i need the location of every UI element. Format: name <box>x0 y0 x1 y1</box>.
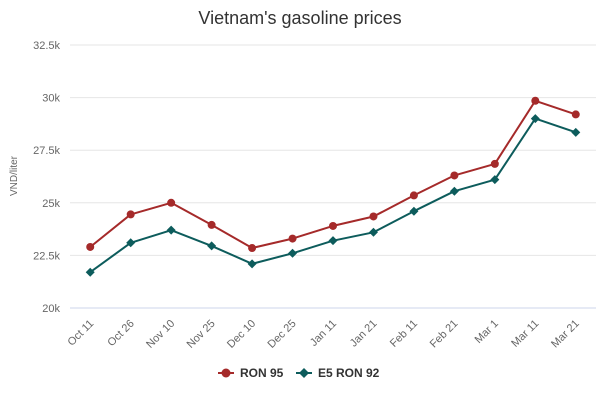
data-point[interactable] <box>207 241 217 251</box>
data-point[interactable] <box>490 175 500 185</box>
data-point[interactable] <box>450 171 459 180</box>
data-point[interactable] <box>207 220 216 229</box>
data-point[interactable] <box>409 206 419 216</box>
x-tick-label: Feb 21 <box>428 318 461 351</box>
data-point[interactable] <box>328 236 338 246</box>
legend-marker <box>299 368 309 378</box>
data-point[interactable] <box>126 210 135 219</box>
data-point[interactable] <box>247 259 257 269</box>
data-point[interactable] <box>85 267 95 277</box>
x-tick-label: Jan 21 <box>348 318 380 350</box>
x-tick-label: Dec 25 <box>266 318 299 351</box>
y-tick-label: 22.5k <box>33 250 60 262</box>
data-point[interactable] <box>126 238 136 248</box>
data-point[interactable] <box>490 159 499 168</box>
y-axis-label: VND/liter <box>9 155 20 196</box>
data-point[interactable] <box>288 248 298 258</box>
data-point[interactable] <box>368 227 378 237</box>
x-tick-label: Mar 1 <box>473 318 501 346</box>
series-line <box>89 117 577 274</box>
legend-label: RON 95 <box>240 366 284 380</box>
data-point[interactable] <box>167 198 176 207</box>
legend-label: E5 RON 92 <box>318 366 380 380</box>
x-tick-label: Oct 26 <box>105 318 136 349</box>
legend[interactable]: RON 95 E5 RON 92 <box>218 366 380 380</box>
x-tick-label: Dec 10 <box>225 318 258 351</box>
series-layer <box>85 96 581 277</box>
x-tick-label: Mar 11 <box>509 318 541 350</box>
legend-marker <box>221 368 231 378</box>
x-axis: Oct 11 Oct 26 Nov 10 Nov 25 Dec 10 Dec 25 Jan … <box>66 318 582 351</box>
series-2 <box>85 114 581 277</box>
data-point[interactable] <box>166 225 176 235</box>
x-tick-label: Jan 11 <box>308 318 339 349</box>
y-axis: 20k 22.5k 25k 27.5k 30k 32.5k <box>33 40 60 315</box>
data-point[interactable] <box>329 221 337 230</box>
y-tick-label: 27.5k <box>33 145 60 157</box>
legend-item[interactable]: E5 RON 92 <box>296 366 380 380</box>
x-tick-label: Feb 11 <box>388 318 420 350</box>
data-point[interactable] <box>449 186 459 196</box>
y-tick-label: 32.5k <box>33 40 60 52</box>
data-point[interactable] <box>571 127 581 137</box>
y-tick-label: 30k <box>42 93 60 105</box>
x-tick-label: Mar 21 <box>549 318 582 351</box>
data-point[interactable] <box>409 191 418 200</box>
data-point[interactable] <box>288 234 297 243</box>
series-1 <box>86 96 580 253</box>
y-tick-label: 25k <box>42 198 60 210</box>
y-tick-label: 20k <box>42 303 60 315</box>
data-point[interactable] <box>86 242 95 251</box>
x-tick-label: Nov 10 <box>144 318 177 351</box>
data-point[interactable] <box>369 212 378 221</box>
x-tick-label: Nov 25 <box>185 318 218 351</box>
chart-title: Vietnam's gasoline prices <box>198 8 401 28</box>
data-point[interactable] <box>530 114 540 124</box>
grid-layer <box>70 44 596 256</box>
data-point[interactable] <box>571 110 580 119</box>
data-point[interactable] <box>248 244 257 253</box>
data-point[interactable] <box>531 96 540 105</box>
legend-item[interactable]: RON 95 <box>218 366 284 380</box>
x-tick-label: Oct 11 <box>66 318 97 349</box>
